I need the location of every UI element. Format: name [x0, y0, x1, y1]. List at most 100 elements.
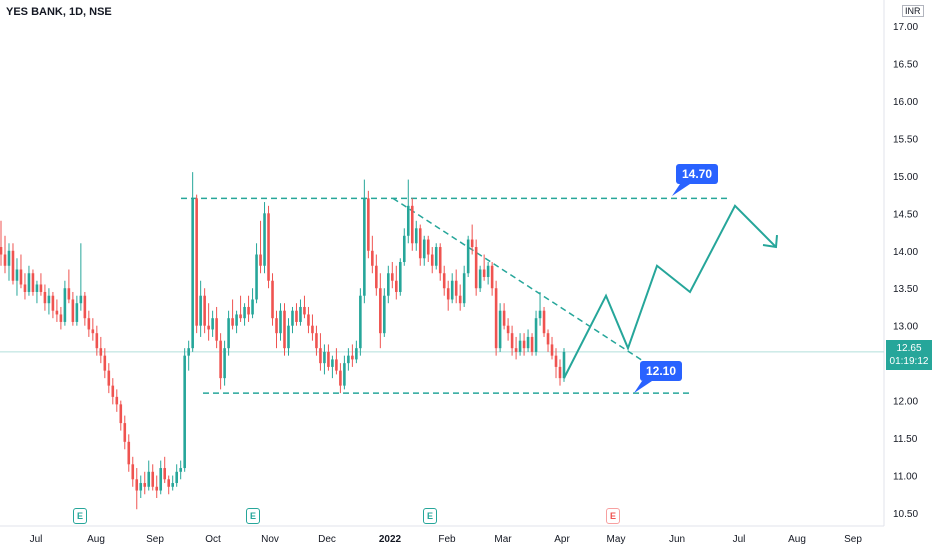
candle-body — [199, 295, 202, 326]
candle-body — [7, 250, 11, 266]
candle-body — [223, 348, 226, 379]
candle-body — [215, 318, 218, 341]
candle-body — [335, 359, 338, 371]
candle-body — [251, 299, 254, 315]
candle-body — [219, 340, 222, 379]
candle-body — [343, 363, 346, 386]
candle-body — [119, 404, 123, 424]
candle-body — [442, 273, 446, 289]
resistance-callout-pointer — [672, 184, 690, 196]
candle-body — [15, 269, 19, 281]
candle-body — [506, 325, 510, 334]
candle-body — [562, 351, 566, 379]
candle-body — [546, 333, 550, 345]
currency-label[interactable]: INR — [902, 5, 924, 17]
candle-body — [422, 239, 426, 259]
candle-body — [367, 198, 370, 251]
candle-body — [43, 291, 47, 304]
candle-body — [395, 280, 398, 292]
earnings-icon[interactable]: E — [246, 508, 260, 524]
candle-body — [267, 213, 270, 281]
candle-body — [167, 479, 170, 487]
candle-body — [87, 318, 91, 330]
candle-body — [227, 318, 230, 349]
candle-body — [247, 306, 250, 315]
candle-body — [59, 314, 63, 322]
candle-body — [315, 333, 318, 349]
candle-body — [279, 310, 282, 334]
candle-body — [295, 310, 298, 322]
x-tick-label: Oct — [205, 534, 221, 545]
candle-body — [123, 423, 127, 442]
y-tick-label: 12.00 — [893, 397, 918, 408]
candle-body — [71, 299, 75, 322]
candle-body — [406, 205, 410, 236]
candle-body — [434, 247, 438, 266]
support-callout-pointer — [634, 381, 652, 393]
candle-body — [131, 464, 135, 480]
earnings-icon-upcoming[interactable]: E — [606, 508, 620, 524]
y-tick-label: 14.00 — [893, 247, 918, 258]
candle-body — [211, 318, 214, 330]
candle-body — [67, 288, 71, 300]
candle-body — [151, 471, 155, 487]
candle-body — [446, 288, 450, 300]
bar-countdown: 01:19:12 — [889, 356, 929, 367]
candle-body — [195, 198, 198, 326]
candle-body — [115, 396, 119, 405]
x-tick-label: Nov — [261, 534, 279, 545]
candle-body — [23, 284, 27, 292]
x-tick-label: Dec — [318, 534, 336, 545]
candle-body — [99, 348, 103, 356]
candle-body — [159, 468, 163, 491]
candle-body — [466, 239, 470, 274]
candle-body — [91, 329, 95, 334]
candle-body — [339, 370, 342, 386]
y-tick-label: 11.00 — [893, 472, 918, 483]
candle-body — [494, 288, 498, 349]
x-tick-label: Sep — [844, 534, 862, 545]
earnings-icon[interactable]: E — [73, 508, 87, 524]
candle-body — [179, 468, 182, 472]
candle-body — [510, 333, 514, 349]
candle-body — [27, 273, 31, 292]
candle-body — [307, 314, 310, 326]
candle-body — [542, 310, 546, 334]
x-tick-label: Jul — [733, 534, 746, 545]
candle-body — [299, 306, 302, 322]
candle-body — [111, 385, 115, 397]
candle-body — [375, 265, 378, 289]
candle-body — [63, 288, 67, 322]
candle-body — [450, 280, 454, 300]
last-price: 12.65 — [896, 343, 922, 354]
candle-body — [371, 250, 374, 266]
candle-body — [478, 269, 482, 289]
candle-body — [514, 348, 518, 352]
candle-body — [359, 295, 362, 349]
earnings-icon[interactable]: E — [423, 508, 437, 524]
candle-body — [311, 325, 314, 334]
candle-body — [271, 280, 274, 319]
candle-body — [175, 471, 178, 484]
symbol-title[interactable]: YES BANK, 1D, NSE — [6, 6, 112, 18]
candle-body — [183, 355, 186, 469]
candle-body — [207, 325, 210, 330]
candle-body — [0, 247, 3, 255]
y-tick-label: 16.00 — [893, 97, 918, 108]
candle-body — [11, 250, 15, 281]
candle-body — [155, 486, 159, 491]
candle-body — [410, 205, 414, 244]
candle-body — [231, 318, 234, 326]
candle-body — [243, 306, 246, 319]
y-tick-label: 15.00 — [893, 172, 918, 183]
candle-body — [83, 295, 87, 319]
candle-body — [3, 254, 7, 266]
candle-body — [107, 370, 111, 386]
candle-body — [319, 348, 322, 364]
candle-body — [470, 239, 474, 248]
y-tick-label: 13.50 — [893, 284, 918, 295]
candle-body — [19, 269, 23, 285]
candle-body — [402, 235, 406, 263]
